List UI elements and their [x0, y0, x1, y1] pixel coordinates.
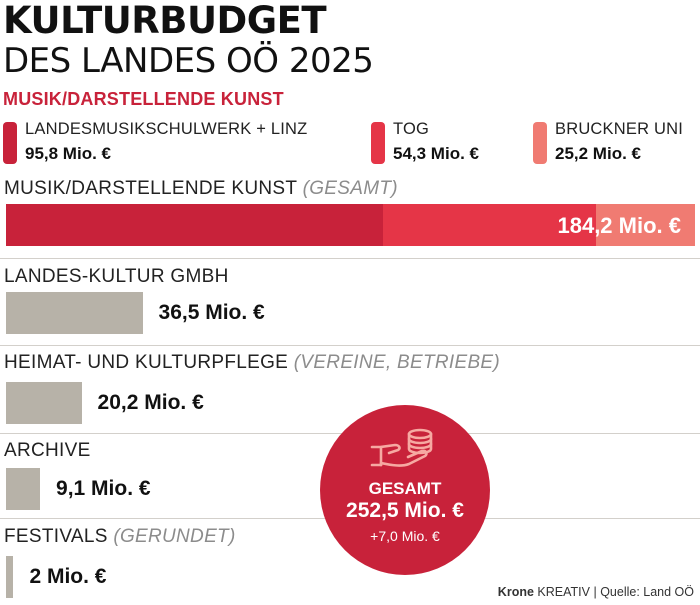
legend-value: 25,2 Mio. €: [555, 144, 641, 163]
row-label-qualifier: (GERUNDET): [113, 526, 236, 547]
legend-value: 54,3 Mio. €: [393, 144, 479, 163]
bar-landes-kultur: [6, 292, 143, 334]
row-label-qualifier: (VEREINE, BETRIEBE): [293, 352, 501, 373]
total-badge: GESAMT 252,5 Mio. € +7,0 Mio. €: [320, 405, 490, 575]
total-title: GESAMT: [368, 479, 442, 498]
row-label-text: FESTIVALS: [4, 526, 108, 547]
legend-swatch: [533, 122, 547, 164]
divider: [0, 258, 700, 259]
bar-value-heimat: 20,2 Mio. €: [97, 391, 204, 414]
source-credit: Krone KREATIV | Quelle: Land OÖ: [498, 585, 694, 599]
row-label-text: MUSIK/DARSTELLENDE KUNST: [4, 178, 297, 199]
total-delta: +7,0 Mio. €: [370, 528, 440, 544]
bar-value-landes-kultur: 36,5 Mio. €: [158, 301, 265, 324]
total-value: 252,5 Mio. €: [346, 499, 464, 522]
row-label-text: LANDES-KULTUR GMBH: [4, 266, 229, 287]
credit-brand: Krone: [497, 585, 534, 599]
legend-label: BRUCKNER UNI: [555, 120, 683, 138]
legend-swatch: [371, 122, 385, 164]
section-label: MUSIK/DARSTELLENDE KUNST: [3, 89, 284, 109]
chart-subtitle: DES LANDES OÖ 2025: [3, 41, 374, 81]
bar-segment-landesmusikschulwerk: [6, 204, 383, 246]
legend-swatch: [3, 122, 17, 164]
hand-coins-icon: [370, 427, 440, 481]
row-label-archive: ARCHIVE: [4, 440, 91, 462]
bar-archive: [6, 468, 41, 510]
bar-segment-bruckner-uni: [595, 204, 695, 246]
divider: [0, 345, 700, 346]
legend-value: 95,8 Mio. €: [25, 144, 111, 163]
credit-unit: KREATIV: [537, 585, 590, 599]
bar-heimat: [6, 382, 82, 424]
bar-segment-tog: [382, 204, 596, 246]
row-label-heimat: HEIMAT- UND KULTURPFLEGE (VEREINE, BETRI…: [4, 352, 500, 374]
row-label-text: HEIMAT- UND KULTURPFLEGE: [4, 352, 289, 373]
legend-label: LANDESMUSIKSCHULWERK + LINZ: [25, 120, 308, 138]
bar-value-musik: 184,2 Mio. €: [557, 213, 681, 238]
legend-label: TOG: [393, 120, 430, 138]
row-label-musik: MUSIK/DARSTELLENDE KUNST (GESAMT): [4, 178, 398, 200]
row-label-landes-kultur: LANDES-KULTUR GMBH: [4, 266, 229, 288]
bar-festivals: [6, 556, 14, 598]
row-label-festivals: FESTIVALS (GERUNDET): [4, 526, 236, 548]
row-label-qualifier: (GESAMT): [302, 178, 398, 199]
credit-separator: |: [593, 585, 597, 599]
credit-source: Quelle: Land OÖ: [600, 585, 694, 599]
row-label-text: ARCHIVE: [4, 440, 91, 461]
chart-title: KULTURBUDGET: [3, 0, 327, 42]
bar-value-archive: 9,1 Mio. €: [56, 477, 151, 500]
bar-value-festivals: 2 Mio. €: [29, 565, 107, 588]
